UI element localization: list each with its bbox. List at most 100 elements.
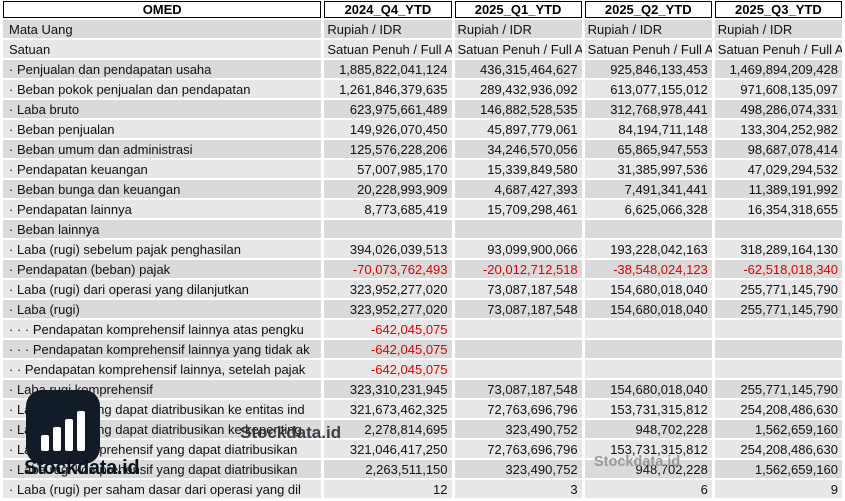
row-label: · Laba (rugi) dari operasi yang dilanjut…: [3, 280, 322, 298]
row-label: · Laba bruto: [3, 100, 322, 118]
cell-value: -62,518,018,340: [714, 260, 842, 278]
cell-value: 323,490,752: [454, 460, 582, 478]
table-row: Satuan Satuan Penuh / Full A Satuan Penuh …: [3, 40, 842, 58]
cell-value: [324, 220, 452, 238]
stockdata-watermark-small: Stockdata.id: [594, 454, 681, 470]
row-label: · · · Pendapatan komprehensif lainnya ya…: [3, 340, 322, 358]
cell-value: 6: [584, 480, 712, 498]
table-row: · Beban penjualan 149,926,070,450 45,897,7…: [3, 120, 842, 138]
cell-value: -642,045,075: [324, 340, 452, 358]
cell-value: 255,771,145,790: [714, 280, 842, 298]
cell-value: 153,731,315,812: [584, 440, 712, 458]
cell-value: 149,926,070,450: [324, 120, 452, 138]
row-label: · Beban pokok penjualan dan pendapatan: [3, 80, 322, 98]
column-header-2025-q3: 2025_Q3_YTD: [714, 1, 842, 18]
cell-value: 125,576,228,206: [324, 140, 452, 158]
cell-value: 394,026,039,513: [324, 240, 452, 258]
table-row: · · · Pendapatan komprehensif lainnya ya…: [3, 340, 842, 358]
cell-value: 153,731,315,812: [584, 400, 712, 418]
table-row: · Laba bruto 623,975,661,489 146,882,528,5…: [3, 100, 842, 118]
bar-chart-icon: [40, 411, 86, 464]
cell-value: 154,680,018,040: [584, 380, 712, 398]
cell-value: 6,625,066,328: [584, 200, 712, 218]
header-row: OMED 2024_Q4_YTD 2025_Q1_YTD 2025_Q2_YTD…: [3, 1, 842, 18]
cell-value: 925,846,133,453: [584, 60, 712, 78]
cell-value: 321,673,462,325: [324, 400, 452, 418]
cell-value: 2,278,814,695: [324, 420, 452, 438]
cell-value: 146,882,528,535: [454, 100, 582, 118]
cell-value: 73,087,187,548: [454, 380, 582, 398]
cell-value: Rupiah / IDR: [714, 20, 842, 38]
row-label: · Beban umum dan administrasi: [3, 140, 322, 158]
row-label: · Penjualan dan pendapatan usaha: [3, 60, 322, 78]
table-row: Mata Uang Rupiah / IDR Rupiah / IDR Rupiah …: [3, 20, 842, 38]
table-row: · Penjualan dan pendapatan usaha 1,885,82…: [3, 60, 842, 78]
cell-value: 20,228,993,909: [324, 180, 452, 198]
cell-value: 15,709,298,461: [454, 200, 582, 218]
cell-value: 12: [324, 480, 452, 498]
cell-value: 1,469,894,209,428: [714, 60, 842, 78]
cell-value: 254,208,486,630: [714, 400, 842, 418]
cell-value: 498,286,074,331: [714, 100, 842, 118]
cell-value: Satuan Penuh / Full A: [714, 40, 842, 58]
cell-value: 436,315,464,627: [454, 60, 582, 78]
table-row: · Laba (rugi) yang dapat diatribusikan k…: [3, 420, 842, 438]
row-label: · Beban lainnya: [3, 220, 322, 238]
cell-value: -70,073,762,493: [324, 260, 452, 278]
cell-value: 73,087,187,548: [454, 280, 582, 298]
table-row: · · Pendapatan komprehensif lainnya, set…: [3, 360, 842, 378]
cell-value: 254,208,486,630: [714, 440, 842, 458]
cell-value: -20,012,712,518: [454, 260, 582, 278]
row-label: · Laba (rugi): [3, 300, 322, 318]
table-row: · Laba (rugi) sebelum pajak penghasilan 3…: [3, 240, 842, 258]
row-label: · Beban penjualan: [3, 120, 322, 138]
cell-value: 84,194,711,148: [584, 120, 712, 138]
table-row: · Pendapatan lainnya 8,773,685,419 15,709,…: [3, 200, 842, 218]
cell-value: [454, 220, 582, 238]
table-body: Mata Uang Rupiah / IDR Rupiah / IDR Rupiah …: [3, 20, 842, 498]
cell-value: 154,680,018,040: [584, 300, 712, 318]
row-label: · Laba (rugi) per saham dasar dari opera…: [3, 480, 322, 498]
cell-value: 47,029,294,532: [714, 160, 842, 178]
cell-value: 57,007,985,170: [324, 160, 452, 178]
row-label: · Pendapatan lainnya: [3, 200, 322, 218]
cell-value: 45,897,779,061: [454, 120, 582, 138]
cell-value: 1,562,659,160: [714, 420, 842, 438]
cell-value: 318,289,164,130: [714, 240, 842, 258]
table-row: · · · Pendapatan komprehensif lainnya at…: [3, 320, 842, 338]
cell-value: 255,771,145,790: [714, 380, 842, 398]
table-row: · Laba (rugi) 323,952,277,020 73,087,187,5…: [3, 300, 842, 318]
table-row: · Laba (rugi) dari operasi yang dilanjut…: [3, 280, 842, 298]
cell-value: [454, 340, 582, 358]
cell-value: 323,952,277,020: [324, 300, 452, 318]
cell-value: 3: [454, 480, 582, 498]
row-label: Satuan: [3, 40, 322, 58]
cell-value: 73,087,187,548: [454, 300, 582, 318]
table-row: · Pendapatan (beban) pajak -70,073,762,49…: [3, 260, 842, 278]
row-label: · Laba rugi komprehensif yang dapat diat…: [3, 460, 322, 478]
cell-value: Satuan Penuh / Full A: [584, 40, 712, 58]
cell-value: 34,246,570,056: [454, 140, 582, 158]
cell-value: [584, 340, 712, 358]
cell-value: -38,548,024,123: [584, 260, 712, 278]
stockdata-logo: [26, 390, 100, 464]
table-row: · Laba rugi komprehensif yang dapat diat…: [3, 460, 842, 478]
column-header-2024-q4: 2024_Q4_YTD: [324, 1, 452, 18]
column-header-2025-q2: 2025_Q2_YTD: [584, 1, 712, 18]
cell-value: -642,045,075: [324, 320, 452, 338]
cell-value: 65,865,947,553: [584, 140, 712, 158]
cell-value: 321,046,417,250: [324, 440, 452, 458]
table-row: · Laba (rugi) yang dapat diatribusikan k…: [3, 400, 842, 418]
row-label: · Pendapatan (beban) pajak: [3, 260, 322, 278]
cell-value: 7,491,341,441: [584, 180, 712, 198]
cell-value: 1,885,822,041,124: [324, 60, 452, 78]
cell-value: [584, 220, 712, 238]
cell-value: 93,099,900,066: [454, 240, 582, 258]
cell-value: 16,354,318,655: [714, 200, 842, 218]
cell-value: Satuan Penuh / Full A: [454, 40, 582, 58]
cell-value: 323,490,752: [454, 420, 582, 438]
cell-value: 8,773,685,419: [324, 200, 452, 218]
cell-value: [714, 220, 842, 238]
